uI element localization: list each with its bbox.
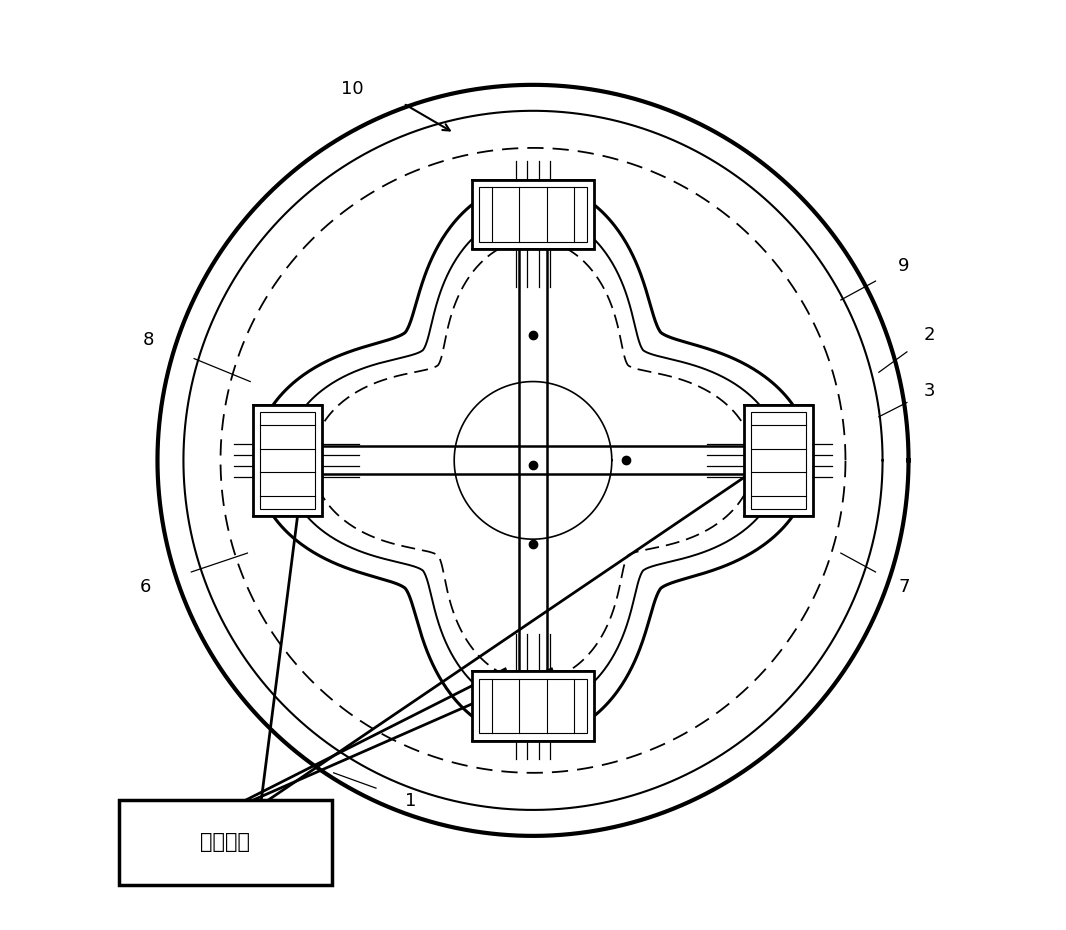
Bar — [480, 187, 586, 242]
Text: 7: 7 — [899, 578, 909, 596]
Bar — [752, 412, 806, 509]
Bar — [744, 405, 813, 516]
Text: 1: 1 — [405, 791, 417, 810]
Bar — [480, 679, 586, 734]
Bar — [472, 671, 594, 741]
Text: 9: 9 — [899, 257, 909, 274]
Bar — [118, 800, 332, 885]
Text: 8: 8 — [143, 331, 154, 349]
Text: 6: 6 — [140, 578, 151, 596]
Text: 3: 3 — [924, 382, 936, 400]
Bar — [260, 412, 314, 509]
Text: 10: 10 — [341, 81, 364, 99]
Text: 2: 2 — [924, 326, 936, 344]
Text: 射频电源: 射频电源 — [200, 832, 251, 853]
Bar — [472, 179, 594, 249]
Bar — [253, 405, 322, 516]
